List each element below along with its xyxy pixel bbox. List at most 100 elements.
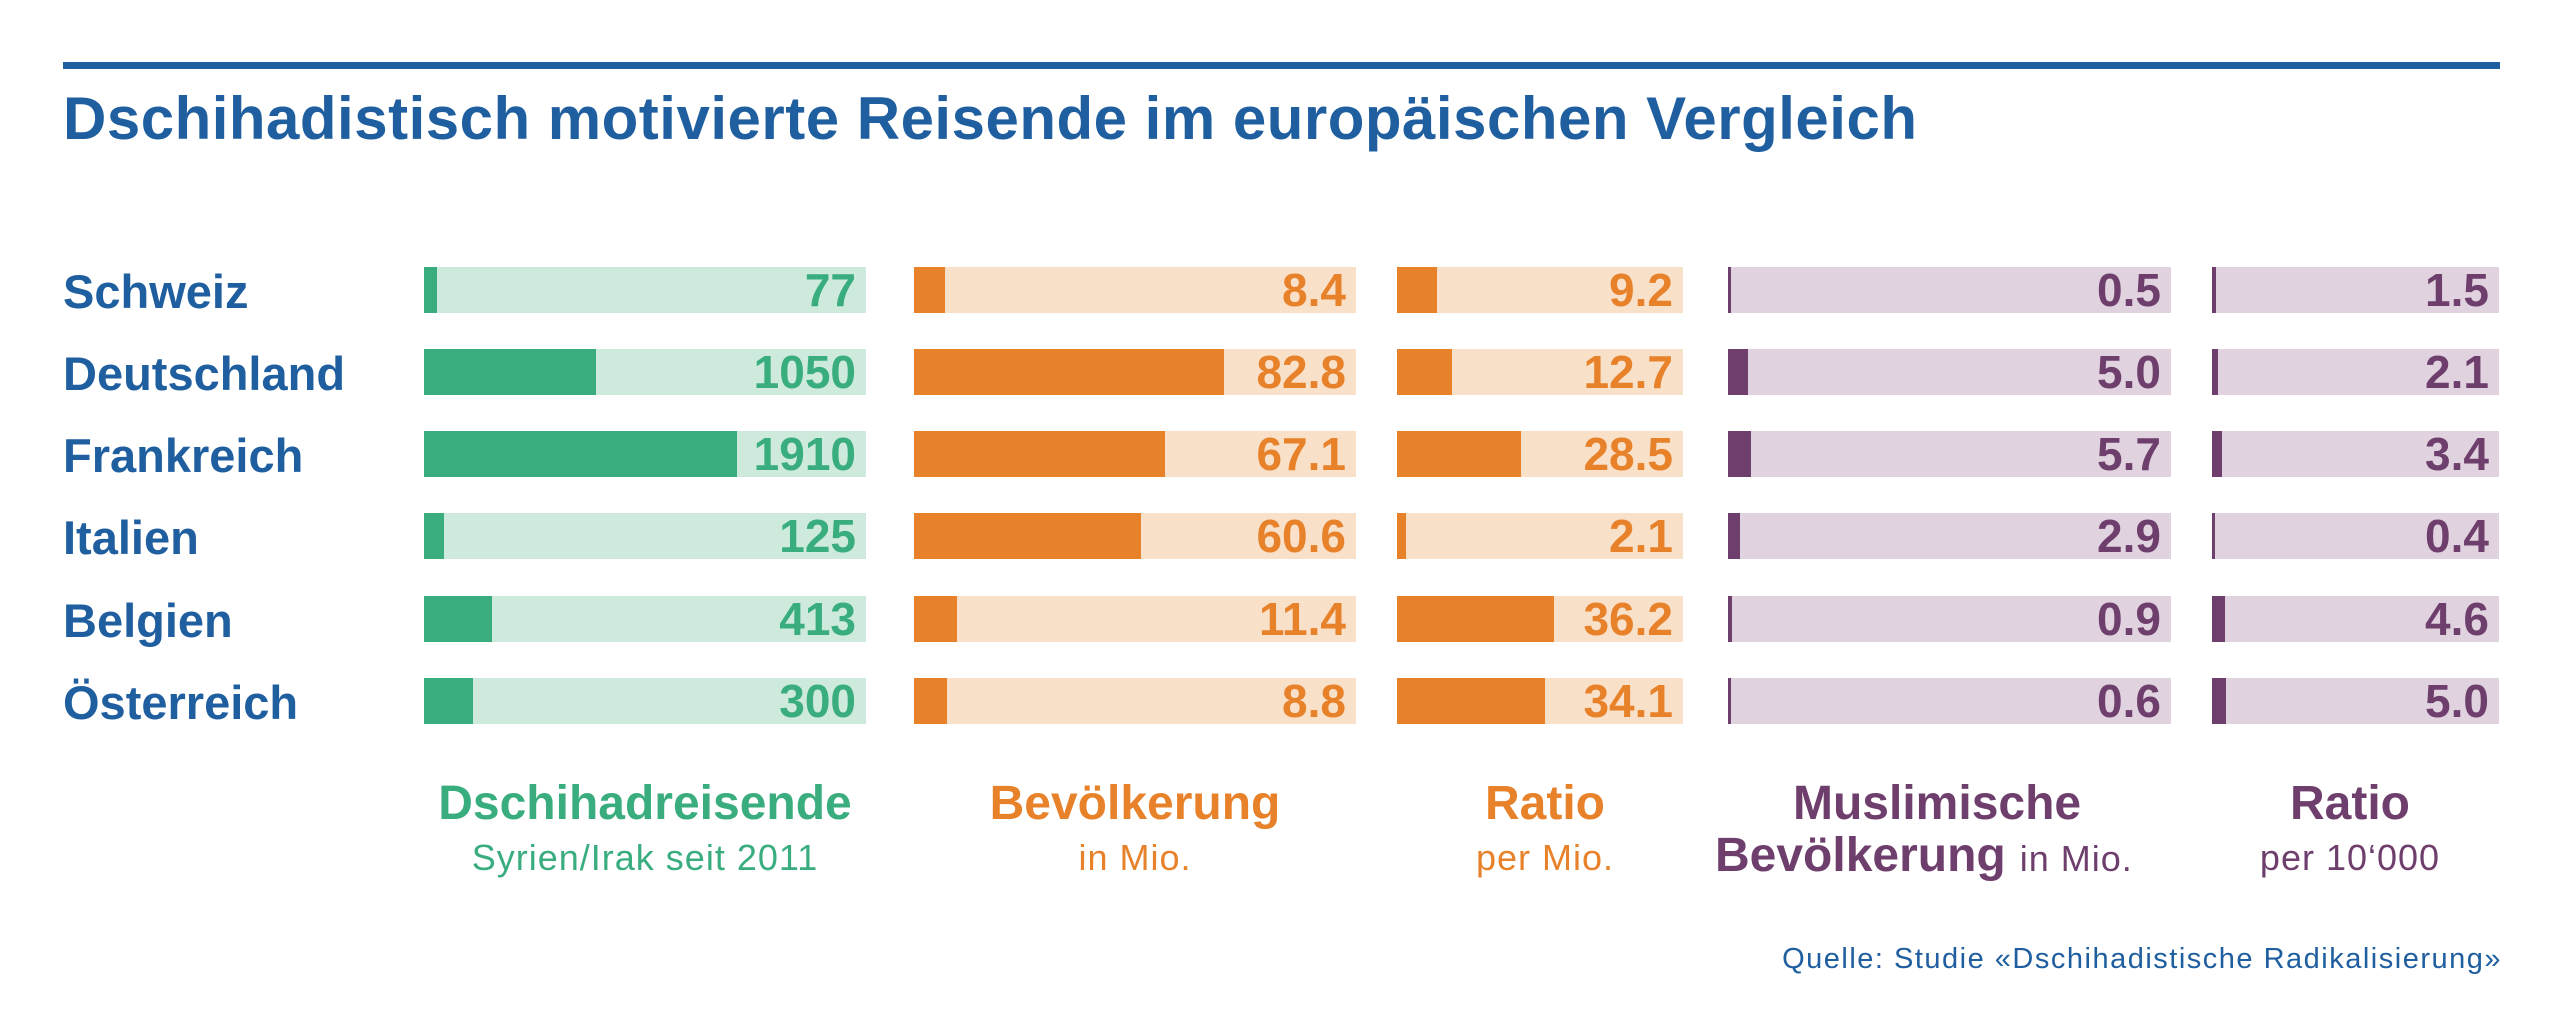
value-label-s1-oesterreich: 300 xyxy=(779,675,856,727)
bar-track-s1-belgien: 413 xyxy=(424,596,866,642)
bar-track-s2-belgien: 11.4 xyxy=(914,596,1356,642)
value-label-s4-italien: 2.9 xyxy=(2097,510,2161,562)
header-muslimische-bevoelkerung: Bevölkerung in Mio. xyxy=(1715,828,2195,887)
bar-s1-deutschland xyxy=(424,349,596,395)
bar-track-s2-oesterreich: 8.8 xyxy=(914,678,1356,724)
bar-track-s2-deutschland: 82.8 xyxy=(914,349,1356,395)
bar-s5-schweiz xyxy=(2212,267,2216,313)
bar-track-s1-schweiz: 77 xyxy=(424,267,866,313)
header-muslimische-sub: in Mio. xyxy=(2019,838,2133,879)
value-label-s1-frankreich: 1910 xyxy=(753,428,856,480)
bar-track-s5-oesterreich: 5.0 xyxy=(2212,678,2499,724)
bar-track-s3-frankreich: 28.5 xyxy=(1397,431,1683,477)
bar-track-s4-deutschland: 5.0 xyxy=(1728,349,2171,395)
bar-track-s4-schweiz: 0.5 xyxy=(1728,267,2171,313)
value-label-s5-belgien: 4.6 xyxy=(2425,593,2489,645)
bar-track-s5-frankreich: 3.4 xyxy=(2212,431,2499,477)
header-ratio-mio: Ratio xyxy=(1485,777,1605,830)
header-bevoelkerung-sub: in Mio. xyxy=(1078,837,1192,878)
bar-s1-belgien xyxy=(424,596,492,642)
value-label-s1-schweiz: 77 xyxy=(804,264,856,316)
value-label-s2-deutschland: 82.8 xyxy=(1256,346,1346,398)
bar-s4-belgien xyxy=(1728,596,1732,642)
value-label-s5-italien: 0.4 xyxy=(2425,510,2489,562)
bar-s1-italien xyxy=(424,513,444,559)
value-label-s5-frankreich: 3.4 xyxy=(2425,428,2489,480)
bar-track-s5-schweiz: 1.5 xyxy=(2212,267,2499,313)
header-ratio-mio-sub: per Mio. xyxy=(1475,837,1615,878)
value-label-s4-schweiz: 0.5 xyxy=(2097,264,2161,316)
bar-track-s1-deutschland: 1050 xyxy=(424,349,866,395)
bar-track-s4-italien: 2.9 xyxy=(1728,513,2171,559)
bar-s3-frankreich xyxy=(1397,431,1521,477)
value-label-s3-deutschland: 12.7 xyxy=(1583,346,1673,398)
bar-s3-schweiz xyxy=(1397,267,1437,313)
value-label-s5-schweiz: 1.5 xyxy=(2425,264,2489,316)
bar-track-s5-deutschland: 2.1 xyxy=(2212,349,2499,395)
bar-s1-oesterreich xyxy=(424,678,473,724)
top-rule xyxy=(63,62,2500,69)
value-label-s2-oesterreich: 8.8 xyxy=(1282,675,1346,727)
country-label-belgien: Belgien xyxy=(63,594,233,647)
country-label-frankreich: Frankreich xyxy=(63,429,304,482)
bar-s2-frankreich xyxy=(914,431,1165,477)
value-label-s1-belgien: 413 xyxy=(779,593,856,645)
bar-track-s2-italien: 60.6 xyxy=(914,513,1356,559)
bar-track-s2-frankreich: 67.1 xyxy=(914,431,1356,477)
bar-track-s5-italien: 0.4 xyxy=(2212,513,2499,559)
bar-track-s3-belgien: 36.2 xyxy=(1397,596,1683,642)
bar-s3-belgien xyxy=(1397,596,1554,642)
bar-s4-deutschland xyxy=(1728,349,1748,395)
bar-s1-frankreich xyxy=(424,431,737,477)
bar-s5-belgien xyxy=(2212,596,2225,642)
bar-track-s1-oesterreich: 300 xyxy=(424,678,866,724)
bar-s3-oesterreich xyxy=(1397,678,1545,724)
bar-s5-deutschland xyxy=(2212,349,2218,395)
value-label-s1-italien: 125 xyxy=(779,510,856,562)
country-label-schweiz: Schweiz xyxy=(63,265,249,318)
bar-track-s3-oesterreich: 34.1 xyxy=(1397,678,1683,724)
bar-track-s4-belgien: 0.9 xyxy=(1728,596,2171,642)
value-label-s2-italien: 60.6 xyxy=(1256,510,1346,562)
bar-track-s3-schweiz: 9.2 xyxy=(1397,267,1683,313)
bar-s5-frankreich xyxy=(2212,431,2222,477)
value-label-s3-belgien: 36.2 xyxy=(1583,593,1673,645)
bar-s2-belgien xyxy=(914,596,957,642)
value-label-s3-schweiz: 9.2 xyxy=(1609,264,1673,316)
value-label-s2-frankreich: 67.1 xyxy=(1256,428,1346,480)
value-label-s2-schweiz: 8.4 xyxy=(1282,264,1346,316)
value-label-s2-belgien: 11.4 xyxy=(1259,593,1346,645)
bar-s4-schweiz xyxy=(1728,267,1731,313)
bar-track-s5-belgien: 4.6 xyxy=(2212,596,2499,642)
bar-track-s1-italien: 125 xyxy=(424,513,866,559)
source-note: Quelle: Studie «Dschihadistische Radikal… xyxy=(1782,943,2502,975)
value-label-s3-oesterreich: 34.1 xyxy=(1583,675,1673,727)
header-dschihadreisende: Dschihadreisende xyxy=(438,777,852,830)
bar-track-s2-schweiz: 8.4 xyxy=(914,267,1356,313)
header-bevoelkerung: Bevölkerung xyxy=(989,777,1281,830)
value-label-s4-belgien: 0.9 xyxy=(2097,593,2161,645)
bar-s4-frankreich xyxy=(1728,431,1751,477)
bar-s5-oesterreich xyxy=(2212,678,2226,724)
value-label-s4-deutschland: 5.0 xyxy=(2097,346,2161,398)
bar-s1-schweiz xyxy=(424,267,437,313)
bar-track-s1-frankreich: 1910 xyxy=(424,431,866,477)
country-label-oesterreich: Österreich xyxy=(63,676,299,729)
bar-s2-deutschland xyxy=(914,349,1224,395)
bar-s3-deutschland xyxy=(1397,349,1452,395)
bar-s4-italien xyxy=(1728,513,1740,559)
bar-s2-schweiz xyxy=(914,267,945,313)
bar-track-s3-italien: 2.1 xyxy=(1397,513,1683,559)
bar-s2-oesterreich xyxy=(914,678,947,724)
header-muslimische-title-2: Bevölkerung xyxy=(1715,829,2006,882)
bar-s5-italien xyxy=(2212,513,2215,559)
country-label-italien: Italien xyxy=(63,511,199,564)
country-label-deutschland: Deutschland xyxy=(63,347,346,400)
value-label-s4-oesterreich: 0.6 xyxy=(2097,675,2161,727)
header-ratio-10000-sub: per 10‘000 xyxy=(2259,837,2441,878)
header-dschihadreisende-sub: Syrien/Irak seit 2011 xyxy=(471,837,819,878)
bar-track-s4-frankreich: 5.7 xyxy=(1728,431,2171,477)
bar-s2-italien xyxy=(914,513,1141,559)
chart-title: Dschihadistisch motivierte Reisende im e… xyxy=(63,85,1918,152)
value-label-s1-deutschland: 1050 xyxy=(753,346,856,398)
